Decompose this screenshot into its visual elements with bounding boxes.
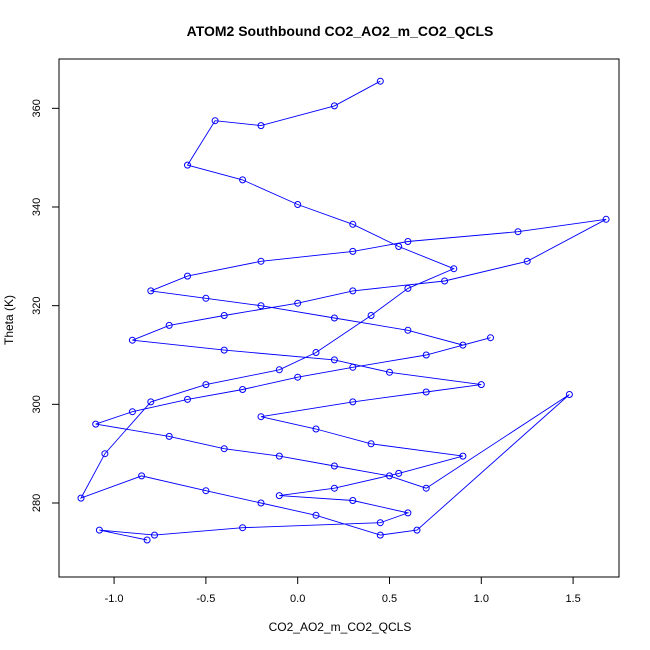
data-point [330,314,338,322]
data-point [138,472,146,480]
data-point [376,519,384,527]
data-point [294,201,302,208]
data-point [422,351,430,359]
chart-title: ATOM2 Southbound CO2_AO2_m_CO2_QCLS [187,23,494,39]
data-point [184,272,191,280]
data-point [349,220,357,228]
data-point [184,395,191,403]
data-point [275,492,283,500]
data-point [413,526,421,534]
data-point [376,77,384,85]
data-point [404,238,412,245]
data-point [165,321,173,329]
data-point [386,368,393,376]
data-point [257,302,265,310]
data-point [202,381,210,389]
data-point [514,228,522,236]
data-point [395,243,403,250]
data-point [257,499,265,507]
data-point [220,312,228,319]
data-point [477,381,485,389]
data-point [602,215,610,223]
x-tick-label: 1.0 [474,593,489,605]
y-tick-label: 360 [31,99,43,117]
data-point [349,398,357,406]
data-point [367,312,375,319]
data-point [128,336,136,344]
y-tick-label: 300 [31,395,43,413]
data-point [422,484,430,492]
data-point [202,294,210,302]
data-point [487,334,494,342]
x-tick-label: -1.0 [105,593,124,605]
x-tick-label: -0.5 [196,593,215,605]
data-point [77,494,85,502]
data-point [330,356,338,364]
y-tick-label: 280 [31,494,43,512]
data-point [450,265,458,273]
data-point [312,511,320,519]
series-points [77,77,610,544]
data-point [147,287,155,295]
data-point [239,176,247,184]
data-point [367,440,375,448]
data-point [275,452,283,460]
data-point [128,408,136,416]
data-point [294,373,302,381]
data-point [404,326,412,334]
data-point [349,287,357,295]
data-point [101,450,109,458]
data-point [184,161,191,169]
data-point [395,469,403,477]
data-point [565,391,573,398]
data-point [239,386,247,393]
data-point [220,346,228,354]
x-tick-label: 0.5 [382,593,397,605]
x-axis-label: CO2_AO2_m_CO2_QCLS [269,620,412,634]
x-axis: -1.0 -0.5 0.0 0.5 1.0 1.5 [105,576,581,605]
data-point [257,122,265,130]
data-point [257,257,265,265]
data-point [422,388,430,396]
data-point [151,531,158,539]
y-axis-label: Theta (K) [2,295,16,345]
x-tick-label: 1.5 [565,593,580,605]
data-point [165,432,173,440]
data-point [95,526,103,534]
data-point [386,472,393,480]
data-point [211,117,219,125]
data-point [239,524,247,532]
data-point [312,349,320,356]
data-point [330,484,338,492]
y-axis: 280 300 320 340 360 [31,99,60,512]
data-point [220,445,228,453]
y-tick-label: 320 [31,296,43,314]
x-tick-label: 0.0 [290,593,305,605]
data-point [404,509,412,517]
data-point [523,257,531,265]
data-point [441,277,449,285]
data-point [459,452,467,460]
data-point [202,487,210,495]
data-point [147,398,155,406]
y-tick-label: 340 [31,198,43,216]
data-point [459,341,467,349]
data-point [349,363,357,371]
data-point [404,284,412,292]
data-point [349,497,357,504]
series-line [80,80,607,541]
data-point [294,299,302,307]
data-point [349,247,357,255]
data-point [92,420,100,428]
data-point [257,413,265,421]
series-polyline [80,80,607,541]
data-point [275,366,283,374]
data-point [312,425,320,433]
data-point [330,462,338,470]
data-point [376,531,384,539]
data-point [143,536,151,544]
data-point [330,102,338,110]
